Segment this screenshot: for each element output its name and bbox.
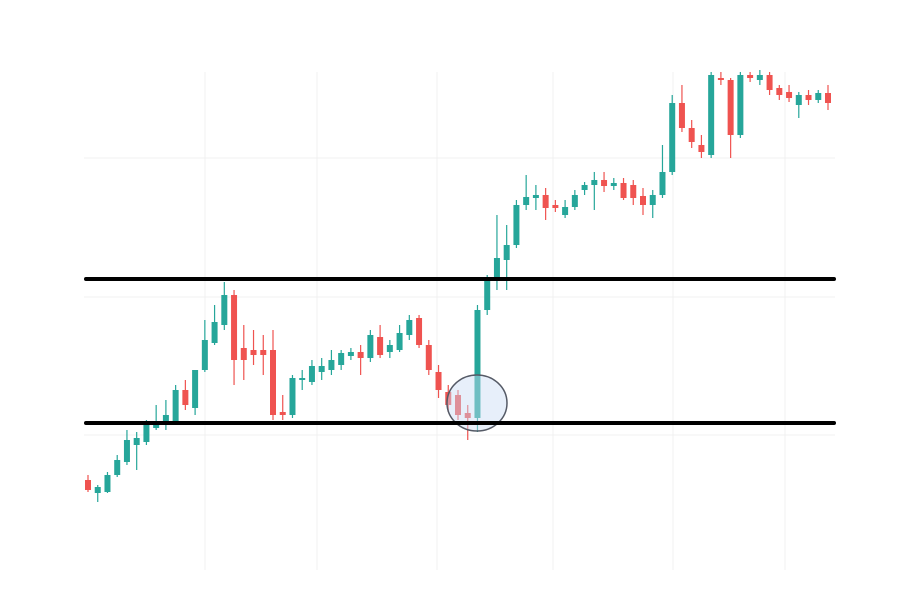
candle-body (289, 378, 296, 415)
candle-body (815, 93, 822, 100)
candle-body (786, 92, 793, 98)
candle-body (620, 183, 627, 198)
candle-body (386, 345, 393, 352)
candle-body (367, 335, 374, 358)
candle-body (416, 318, 423, 345)
candle-body (688, 128, 695, 142)
candle-body (601, 180, 608, 186)
candle-body (737, 75, 744, 135)
candle-body (532, 195, 539, 198)
candle-body (231, 295, 238, 360)
candle-body (357, 352, 364, 358)
candle-body (377, 337, 384, 355)
candle-body (756, 75, 763, 80)
candle-body (162, 415, 169, 425)
candle-body (659, 172, 666, 195)
candle-body (581, 185, 588, 190)
candle-body (182, 390, 189, 405)
candle-body (717, 78, 724, 80)
candle-body (435, 372, 442, 390)
candle-body (484, 280, 491, 310)
candle-body (747, 75, 754, 78)
candle-body (240, 348, 247, 360)
candle-body (153, 425, 160, 428)
candle-body (114, 460, 121, 475)
candle-body (493, 258, 500, 278)
levels (84, 277, 836, 425)
candle-body (211, 322, 218, 343)
candle-body (727, 80, 734, 135)
candle-body (425, 345, 432, 370)
candle-body (464, 413, 471, 418)
candle-body (221, 295, 228, 325)
candle-body (133, 438, 140, 445)
candle-body (406, 320, 413, 335)
candle-body (571, 195, 578, 207)
candle-body (649, 195, 656, 205)
candle-body (270, 350, 276, 415)
candle-body (328, 360, 335, 370)
candle-body (776, 88, 783, 95)
candle-body (708, 75, 715, 155)
candle-body (552, 205, 559, 208)
candle-body (347, 352, 354, 356)
candle-body (698, 145, 705, 152)
candle-body (474, 310, 481, 418)
candle-body (795, 95, 802, 105)
candle-body (396, 333, 403, 350)
candle-body (250, 350, 257, 355)
candle-body (591, 180, 598, 185)
candle-body (260, 350, 267, 355)
candle-body (143, 425, 150, 442)
candle-body (338, 353, 345, 365)
candles (85, 70, 831, 502)
candle-body (445, 392, 452, 405)
candle-body (85, 480, 91, 490)
candle-body (318, 366, 325, 372)
candle-body (610, 183, 617, 186)
candle-body (523, 197, 530, 205)
candle-body (513, 205, 520, 245)
candle-body (201, 340, 208, 370)
candle-body (805, 95, 812, 100)
candle-body (669, 103, 676, 172)
candle-body (825, 93, 831, 103)
candle-body (640, 196, 646, 205)
candle-body (562, 207, 569, 215)
candle-body (630, 185, 637, 198)
candle-body (455, 395, 461, 415)
grid (84, 72, 835, 570)
candle-body (94, 487, 101, 493)
candle-body (172, 390, 179, 422)
candle-body (123, 440, 130, 462)
candle-body (308, 366, 315, 382)
candle-body (279, 412, 286, 415)
candle-body (192, 370, 199, 408)
candle-body (104, 475, 111, 492)
candle-body (503, 245, 510, 260)
candle-body (678, 103, 685, 128)
candle-body (766, 75, 773, 90)
candle-body (299, 378, 306, 380)
highlight-circle (446, 374, 508, 432)
candle-body (542, 195, 549, 208)
